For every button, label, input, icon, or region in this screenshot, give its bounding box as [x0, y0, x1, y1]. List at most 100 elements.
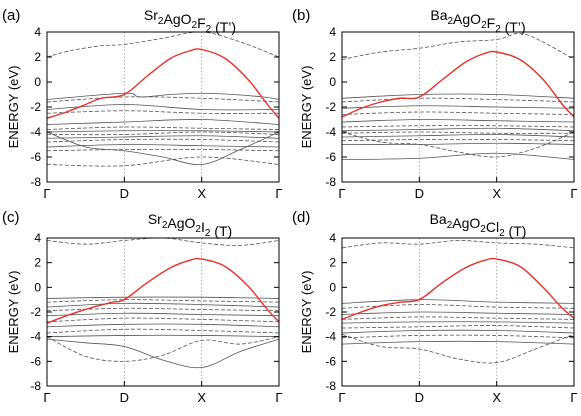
panel-d: (d) Ba2AgO2Cl2 (T)ENERGY (eV)-8-6-4-2024Γ…	[292, 209, 578, 405]
band-line	[47, 138, 279, 143]
title-text: AgO	[453, 11, 481, 27]
x-tick-label: Γ	[570, 390, 577, 405]
band-line	[47, 156, 279, 167]
x-tick-label: Γ	[275, 390, 282, 405]
title-text: I	[201, 219, 205, 235]
band-line	[342, 131, 574, 158]
band-line	[342, 333, 574, 364]
band-line	[47, 338, 279, 369]
x-tick-label: X	[492, 390, 501, 405]
band-line	[342, 240, 574, 249]
band-line	[47, 130, 279, 133]
band-line	[342, 340, 574, 345]
bands-group	[342, 32, 574, 160]
band-line	[342, 299, 574, 304]
title-subscript: 2	[162, 220, 168, 231]
title-text: (T’)	[501, 19, 526, 35]
y-tick-label: 2	[329, 50, 336, 64]
band-line	[47, 92, 279, 100]
y-tick-label: -6	[325, 354, 336, 368]
band-line	[342, 138, 574, 142]
y-axis-label: ENERGY (eV)	[6, 66, 21, 149]
panel-title: Sr2AgO2F2 (T’)	[144, 7, 236, 35]
band-line	[47, 119, 279, 125]
band-line	[342, 131, 574, 134]
band-line	[47, 334, 279, 338]
y-tick-label: -2	[325, 305, 336, 319]
x-tick-label: D	[120, 390, 129, 405]
band-line	[342, 32, 574, 60]
band-line	[342, 334, 574, 339]
highlight-band-line	[47, 48, 279, 119]
bands-group	[47, 32, 279, 167]
y-axis-label: ENERGY (eV)	[299, 66, 314, 149]
y-tick-label: -8	[325, 175, 336, 189]
y-tick-label: 4	[34, 231, 41, 245]
band-line	[47, 336, 279, 362]
band-line	[47, 302, 279, 308]
title-subscript: 2	[447, 220, 453, 231]
y-tick-label: 0	[329, 75, 336, 89]
title-text: (T)	[505, 223, 527, 239]
y-tick-label: -6	[325, 150, 336, 164]
x-tick-label: Γ	[43, 390, 50, 405]
x-tick-label: X	[492, 186, 501, 201]
band-line	[47, 312, 279, 317]
y-tick-label: 2	[329, 256, 336, 270]
title-subscript: 2	[206, 24, 212, 35]
y-tick-label: -8	[325, 379, 336, 393]
title-text: AgO	[167, 215, 195, 231]
band-line	[47, 323, 279, 328]
x-tick-label: Γ	[338, 390, 345, 405]
panel-title: Ba2AgO2F2 (T’)	[430, 7, 525, 35]
y-tick-label: -8	[30, 379, 41, 393]
y-tick-label: -2	[30, 100, 41, 114]
x-tick-label: Γ	[338, 186, 345, 201]
band-line	[342, 321, 574, 324]
title-text: Ba	[430, 211, 447, 227]
title-text: Sr	[144, 7, 158, 23]
title-subscript: 2	[481, 20, 487, 31]
band-line	[47, 238, 279, 246]
title-subscript: 2	[205, 228, 211, 239]
band-line	[47, 328, 279, 334]
band-line	[342, 152, 574, 160]
band-line	[47, 148, 279, 152]
title-text: Cl	[486, 219, 499, 235]
y-tick-label: 4	[34, 25, 41, 39]
panel-b: (b) Ba2AgO2F2 (T’)ENERGY (eV)-8-6-4-2024Γ…	[292, 7, 578, 201]
highlight-band-line	[342, 50, 574, 118]
band-line	[342, 119, 574, 123]
band-line	[47, 32, 279, 58]
bands-group	[47, 238, 279, 369]
y-tick-label: -4	[325, 330, 336, 344]
title-text: AgO	[452, 215, 480, 231]
band-line	[342, 134, 574, 138]
panel-tag: (d)	[292, 209, 310, 226]
y-tick-label: 0	[34, 280, 41, 294]
band-line	[47, 126, 279, 130]
title-text: F	[487, 15, 496, 31]
highlight-band-line	[47, 257, 279, 324]
highlight-band-line	[342, 257, 574, 321]
band-line	[47, 296, 279, 299]
band-line	[47, 299, 279, 303]
title-text: AgO	[163, 11, 191, 27]
band-line	[47, 135, 279, 139]
band-line	[342, 97, 574, 103]
title-subscript: 2	[195, 224, 201, 235]
title-text: (T)	[210, 223, 232, 239]
bands-group	[342, 240, 574, 364]
title-subscript: 2	[158, 16, 164, 27]
y-tick-label: 2	[34, 50, 41, 64]
y-tick-label: -8	[30, 175, 41, 189]
y-tick-label: -6	[30, 150, 41, 164]
band-line	[342, 125, 574, 128]
band-line	[342, 142, 574, 145]
x-tick-label: Γ	[43, 186, 50, 201]
panel-title: Ba2AgO2Cl2 (T)	[430, 211, 527, 239]
band-line	[47, 110, 279, 114]
